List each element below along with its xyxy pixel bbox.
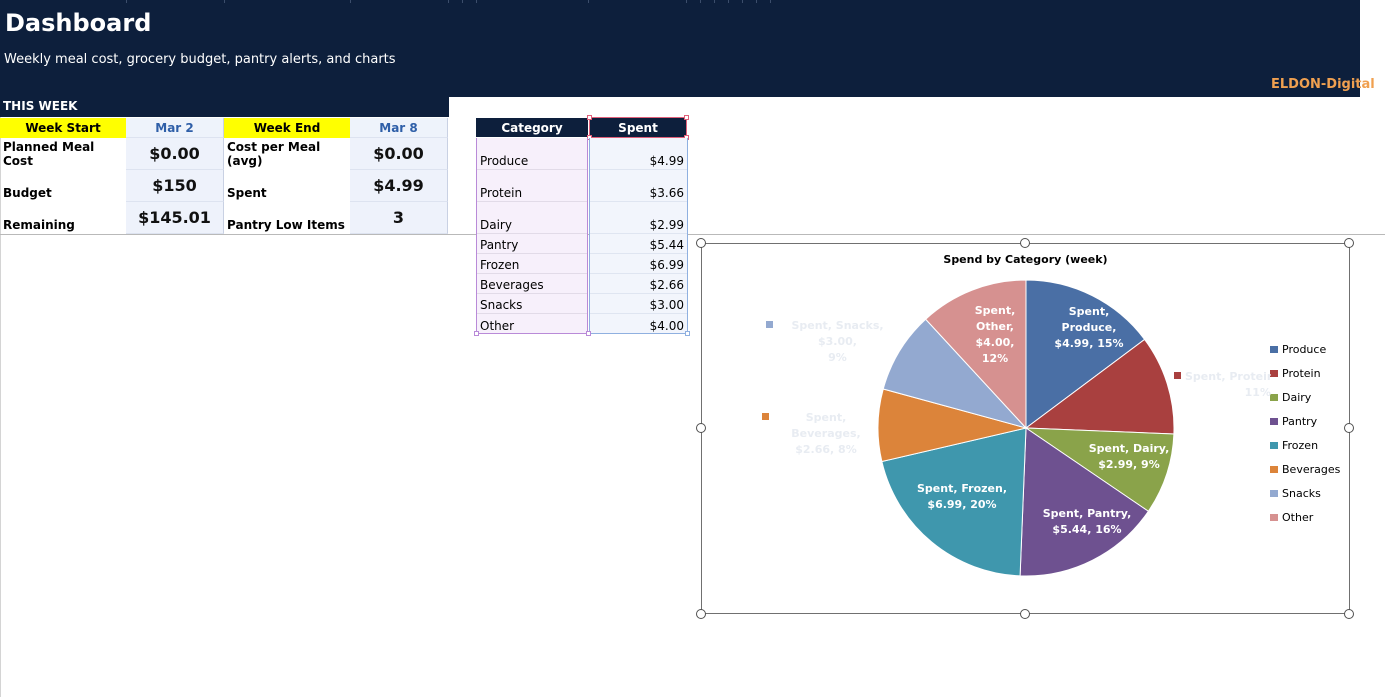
- page-title: Dashboard: [5, 9, 152, 37]
- legend-item: Snacks: [1270, 481, 1350, 505]
- table-cell-category[interactable]: Dairy: [477, 202, 587, 234]
- row-divider: [0, 234, 1385, 235]
- chart-resize-handle[interactable]: [696, 423, 706, 433]
- range-handle[interactable]: [474, 331, 479, 336]
- legend-label: Dairy: [1282, 390, 1312, 404]
- legend-item: Dairy: [1270, 385, 1350, 409]
- table-cell-spent[interactable]: $6.99: [590, 254, 687, 274]
- table-cell-category[interactable]: Pantry: [477, 234, 587, 254]
- data-label-marker: [762, 413, 769, 420]
- chart-legend: Produce Protein Dairy Pantry Frozen Beve…: [1270, 337, 1350, 529]
- table-cell-spent[interactable]: $3.00: [590, 294, 687, 314]
- selection-handle[interactable]: [587, 115, 592, 120]
- spent-header[interactable]: Spent: [589, 117, 687, 138]
- week-start-label[interactable]: Week Start: [0, 118, 126, 138]
- category-range-highlight: [476, 138, 588, 334]
- data-label-frozen: Spent, Frozen, $6.99, 20%: [916, 482, 1008, 511]
- legend-item: Protein: [1270, 361, 1350, 385]
- table-cell-spent[interactable]: $5.44: [590, 234, 687, 254]
- legend-swatch: [1270, 417, 1278, 425]
- dashboard-header-band: [0, 0, 1360, 97]
- chart-resize-handle[interactable]: [696, 609, 706, 619]
- legend-swatch: [1270, 513, 1278, 521]
- table-cell-spent[interactable]: $3.66: [590, 170, 687, 202]
- legend-item: Produce: [1270, 337, 1350, 361]
- data-label-produce: Spent, Produce, $4.99, 15%: [1054, 305, 1124, 350]
- data-label-protein: Spent, Protein, 11%: [1185, 370, 1271, 399]
- legend-swatch: [1270, 465, 1278, 473]
- spent-label[interactable]: Spent: [227, 186, 267, 200]
- spent-value[interactable]: $4.99: [350, 170, 448, 202]
- cost-per-meal-value[interactable]: $0.00: [350, 138, 448, 170]
- spent-range-highlight: [589, 138, 688, 334]
- data-label-marker: [1174, 372, 1181, 379]
- this-week-header[interactable]: THIS WEEK: [0, 97, 449, 117]
- chart-resize-handle[interactable]: [1344, 609, 1354, 619]
- legend-label: Produce: [1282, 342, 1327, 356]
- legend-label: Protein: [1282, 366, 1321, 380]
- cost-per-meal-label[interactable]: Cost per Meal (avg): [227, 140, 321, 168]
- legend-item: Pantry: [1270, 409, 1350, 433]
- planned-meal-cost-value[interactable]: $0.00: [126, 138, 224, 170]
- legend-swatch: [1270, 345, 1278, 353]
- table-cell-category[interactable]: Produce: [477, 138, 587, 170]
- range-handle[interactable]: [685, 331, 690, 336]
- data-label-pantry: Spent, Pantry, $5.44, 16%: [1042, 507, 1132, 536]
- table-cell-category[interactable]: Other: [480, 319, 515, 333]
- budget-value[interactable]: $150: [126, 170, 224, 202]
- table-cell-category[interactable]: Protein: [477, 170, 587, 202]
- legend-label: Pantry: [1282, 414, 1318, 428]
- legend-label: Beverages: [1282, 462, 1341, 476]
- data-label-other: Spent, Other, $4.00, 12%: [974, 304, 1016, 365]
- legend-swatch: [1270, 441, 1278, 449]
- table-cell-spent[interactable]: $4.00: [649, 319, 684, 333]
- data-label-dairy: Spent, Dairy, $2.99, 9%: [1088, 442, 1170, 471]
- chart-resize-handle[interactable]: [1020, 238, 1030, 248]
- legend-item: Frozen: [1270, 433, 1350, 457]
- budget-label[interactable]: Budget: [3, 186, 52, 200]
- legend-label: Snacks: [1282, 486, 1321, 500]
- remaining-label[interactable]: Remaining: [3, 218, 75, 232]
- chart-resize-handle[interactable]: [1020, 609, 1030, 619]
- chart-resize-handle[interactable]: [696, 238, 706, 248]
- data-label-marker: [766, 321, 773, 328]
- pantry-low-items-value[interactable]: 3: [350, 202, 448, 234]
- legend-item: Other: [1270, 505, 1350, 529]
- planned-meal-cost-label[interactable]: Planned Meal Cost: [3, 140, 95, 168]
- chart-title: Spend by Category (week): [943, 253, 1108, 266]
- pantry-low-items-label[interactable]: Pantry Low Items: [227, 218, 345, 232]
- table-cell-category[interactable]: Beverages: [477, 274, 587, 294]
- legend-swatch: [1270, 489, 1278, 497]
- remaining-value[interactable]: $145.01: [126, 202, 224, 234]
- legend-item: Beverages: [1270, 457, 1350, 481]
- week-start-value[interactable]: Mar 2: [126, 118, 224, 138]
- table-cell-spent[interactable]: $2.66: [590, 274, 687, 294]
- legend-label: Frozen: [1282, 438, 1319, 452]
- chart-resize-handle[interactable]: [1344, 238, 1354, 248]
- table-cell-category[interactable]: Snacks: [477, 294, 587, 314]
- table-cell-spent[interactable]: $4.99: [590, 138, 687, 170]
- column-gridlines: [0, 0, 1360, 3]
- legend-label: Other: [1282, 510, 1314, 524]
- selection-handle[interactable]: [684, 115, 689, 120]
- data-label-snacks: Spent, Snacks, $3.00, 9%: [791, 319, 884, 364]
- brand-label: ELDON-Digital: [1271, 77, 1375, 92]
- legend-swatch: [1270, 393, 1278, 401]
- chart-resize-handle[interactable]: [1344, 423, 1354, 433]
- table-cell-category[interactable]: Frozen: [477, 254, 587, 274]
- page-subtitle: Weekly meal cost, grocery budget, pantry…: [4, 52, 396, 67]
- table-cell-spent[interactable]: $2.99: [590, 202, 687, 234]
- category-header[interactable]: Category: [476, 118, 588, 137]
- week-end-value[interactable]: Mar 8: [350, 118, 448, 138]
- legend-swatch: [1270, 369, 1278, 377]
- data-label-beverages: Spent, Beverages, $2.66, 8%: [791, 411, 861, 456]
- week-end-label[interactable]: Week End: [224, 118, 350, 138]
- sheet-left-border: [0, 0, 1, 697]
- range-handle[interactable]: [586, 331, 591, 336]
